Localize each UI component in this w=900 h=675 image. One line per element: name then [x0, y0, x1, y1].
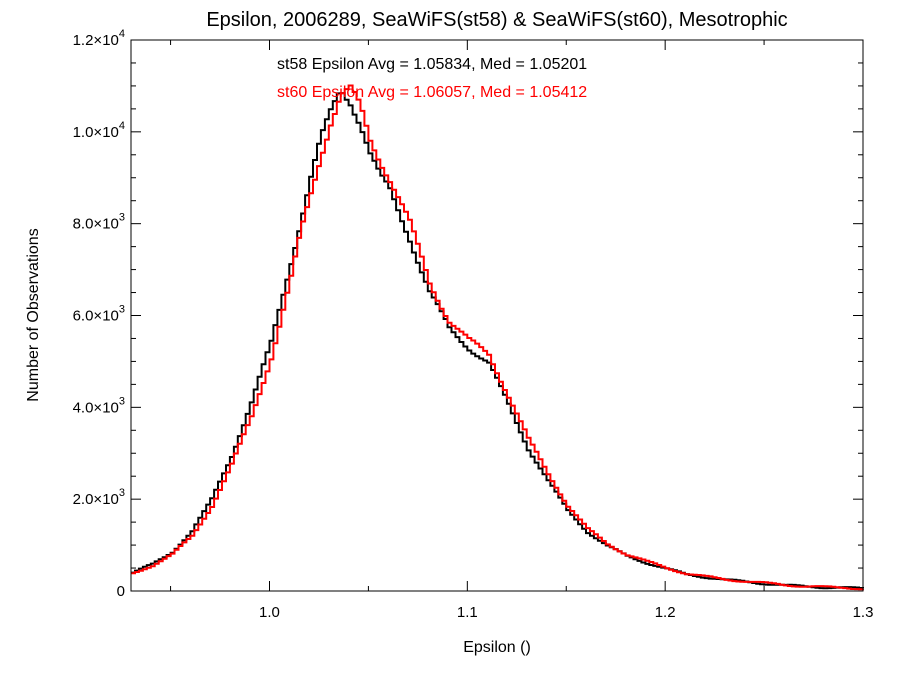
x-tick-label: 1.1: [457, 604, 478, 621]
y-tick-label: 8.0×103: [73, 212, 125, 233]
x-tick-label: 1.3: [853, 604, 874, 621]
y-tick-label: 1.0×104: [73, 120, 125, 141]
y-tick-label: 1.2×104: [73, 28, 125, 49]
y-tick-label: 2.0×103: [73, 487, 125, 508]
series-st60-line: [131, 84, 864, 591]
x-axis-label: Epsilon (): [463, 639, 531, 656]
x-tick-label: 1.0: [259, 604, 280, 621]
x-tick-label: 1.2: [655, 604, 676, 621]
x-axis: 1.0 1.1 1.2 1.3: [170, 40, 874, 621]
y-tick-label: 6.0×103: [73, 304, 125, 325]
y-tick-label: 0: [117, 583, 125, 600]
y-tick-label: 4.0×103: [73, 395, 125, 416]
plot-frame: [130, 39, 864, 592]
annotation-st58-stats: st58 Epsilon Avg = 1.05834, Med = 1.0520…: [277, 56, 587, 73]
y-axis-label: Number of Observations: [25, 228, 42, 401]
chart-title: Epsilon, 2006289, SeaWiFS(st58) & SeaWiF…: [206, 9, 787, 31]
y-axis: 0 2.0×103 4.0×103 6.0×103 8.0×103 1.0×104 1.2×…: [73, 28, 863, 600]
series-st58-line: [131, 92, 864, 590]
plot-series: [131, 84, 864, 591]
annotation-st60-stats: st60 Epsilon Avg = 1.06057, Med = 1.0541…: [277, 84, 587, 101]
